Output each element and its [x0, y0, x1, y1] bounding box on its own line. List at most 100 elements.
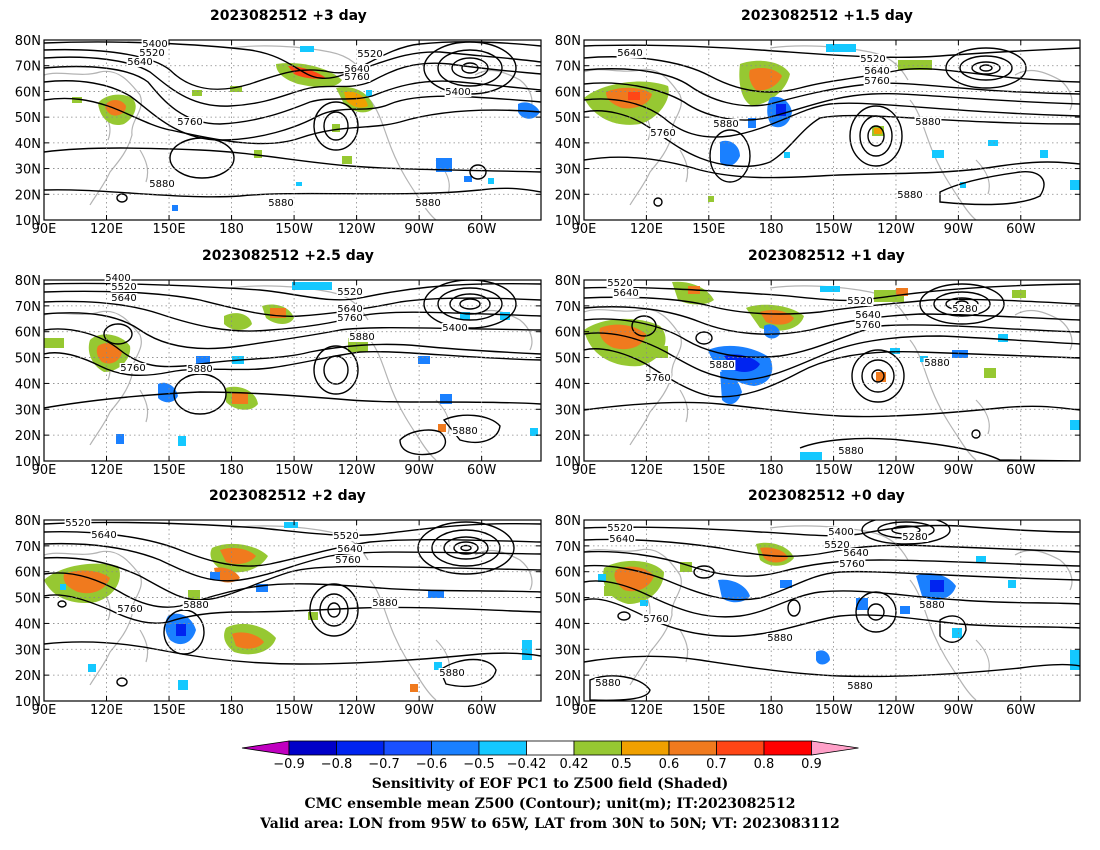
contour-label-bg — [606, 523, 634, 533]
z500-contours — [44, 280, 541, 456]
contour-label-bg — [438, 668, 466, 678]
contour-label: 5280 — [952, 304, 977, 315]
contour-label: 5640 — [843, 548, 868, 559]
contour-label: 5880 — [372, 598, 397, 609]
lat-tick-label: 20N — [15, 669, 41, 684]
lon-tick-label: 120W — [338, 703, 376, 718]
panel-title-0day: 2023082512 +0 day — [748, 488, 905, 504]
contour-label-bg — [343, 64, 371, 74]
contour-label-bg — [766, 633, 794, 643]
lat-tick-label: 10N — [555, 455, 581, 470]
contour-label-bg — [854, 320, 882, 330]
contour-label: 5760 — [645, 373, 670, 384]
shaded-sensitivity — [584, 281, 1080, 460]
lat-tick-label: 50N — [555, 352, 581, 367]
shaded-sensitivity — [584, 44, 1080, 202]
contour-label-bg — [896, 190, 924, 200]
contour-label-bg — [859, 54, 887, 64]
colorbar-segment — [621, 740, 670, 756]
coastlines — [584, 285, 1073, 461]
contour-label: 5280 — [902, 532, 927, 543]
contour-label: 5640 — [91, 530, 116, 541]
lat-tick-label: 60N — [15, 326, 41, 341]
lon-tick-label: 90E — [572, 703, 597, 718]
lat-tick-label: 20N — [15, 429, 41, 444]
contour-label: 5760 — [344, 72, 369, 83]
contour-label-bg — [148, 179, 176, 189]
colorbar-segment — [288, 740, 337, 756]
contour-label: 5640 — [337, 544, 362, 555]
coastlines — [584, 525, 1073, 701]
contour-label-bg — [336, 304, 364, 314]
contour-label-bg — [90, 530, 118, 540]
lon-tick-label: 150W — [815, 222, 853, 237]
contour-label: 5760 — [650, 128, 675, 139]
lon-tick-label: 120W — [338, 463, 376, 478]
contour-label: 5880 — [439, 668, 464, 679]
lat-tick-label: 60N — [555, 566, 581, 581]
z500-contours — [584, 44, 1080, 207]
lat-tick-label: 10N — [15, 214, 41, 229]
contour-label: 5880 — [838, 446, 863, 457]
lon-tick-label: 180 — [219, 222, 244, 237]
contour-label-bg — [914, 117, 942, 127]
lon-tick-label: 180 — [219, 463, 244, 478]
contour-label: 5760 — [864, 76, 889, 87]
panel-frame: 10N 20N 30N 40N 50N 60N 70N 80N 90E 120E 150E 180 15… — [15, 274, 542, 478]
contour-label: 5880 — [919, 600, 944, 611]
contour-label: 5640 — [617, 48, 642, 59]
contour-label: 5880 — [183, 600, 208, 611]
panel-border — [583, 519, 1081, 702]
contour-label: 5520 — [824, 540, 849, 551]
lat-tick-label: 30N — [555, 643, 581, 658]
lat-tick-label: 70N — [555, 540, 581, 555]
lon-tick-label: 90W — [404, 463, 434, 478]
contour-label-bg — [451, 426, 479, 436]
lon-tick-label: 90W — [944, 222, 974, 237]
lon-tick-label: 150E — [692, 703, 725, 718]
contour-label-bg — [332, 531, 360, 541]
contour-label: 5520 — [607, 523, 632, 534]
contour-label: 5400 — [142, 39, 167, 50]
contour-label: 5400 — [442, 323, 467, 334]
contour-label-bg — [336, 544, 364, 554]
lat-tick-label: 40N — [15, 617, 41, 632]
lon-tick-label: 150E — [692, 222, 725, 237]
z500-contours — [44, 41, 541, 203]
contour-label: 5640 — [609, 534, 634, 545]
lat-tick-label: 30N — [15, 643, 41, 658]
lon-tick-label: 150E — [153, 703, 186, 718]
contour-label-bg — [334, 555, 362, 565]
lon-tick-label: 120W — [338, 222, 376, 237]
lon-tick-label: 150E — [153, 222, 186, 237]
contour-label-bg — [182, 600, 210, 610]
contour-label-bg — [612, 288, 640, 298]
lat-tick-label: 20N — [555, 669, 581, 684]
lat-tick-label: 70N — [15, 540, 41, 555]
contour-label-bg — [116, 604, 144, 614]
lon-tick-label: 90W — [944, 703, 974, 718]
contour-label: 5760 — [177, 117, 202, 128]
contour-label-bg — [708, 360, 736, 370]
contour-label: 5520 — [847, 296, 872, 307]
colorbar-arrow-left — [241, 740, 290, 756]
contour-label-bg — [854, 310, 882, 320]
contour-label-bg — [348, 332, 376, 342]
lon-tick-label: 120E — [90, 463, 123, 478]
map-frames: 10N 20N 30N 40N 50N 60N 70N 80N 90E 120E 150E 180 15… — [15, 34, 1081, 718]
contour-label-bg — [186, 364, 214, 374]
lon-tick-label: 180 — [759, 463, 784, 478]
contour-label: 5760 — [855, 320, 880, 331]
contour-label-bg — [901, 532, 929, 542]
colorbar-tick-label: −0.42 — [507, 757, 547, 772]
lon-tick-label: 120W — [877, 222, 915, 237]
lon-tick-label: 150W — [815, 703, 853, 718]
contour-label: 5760 — [335, 555, 360, 566]
contour-labels: 5400552056405520564057605400576058805880… — [64, 39, 979, 692]
contour-label: 5880 — [709, 360, 734, 371]
lat-tick-label: 50N — [15, 592, 41, 607]
lat-tick-label: 10N — [15, 455, 41, 470]
colorbar-segment — [478, 740, 527, 756]
contour-label: 5880 — [349, 332, 374, 343]
